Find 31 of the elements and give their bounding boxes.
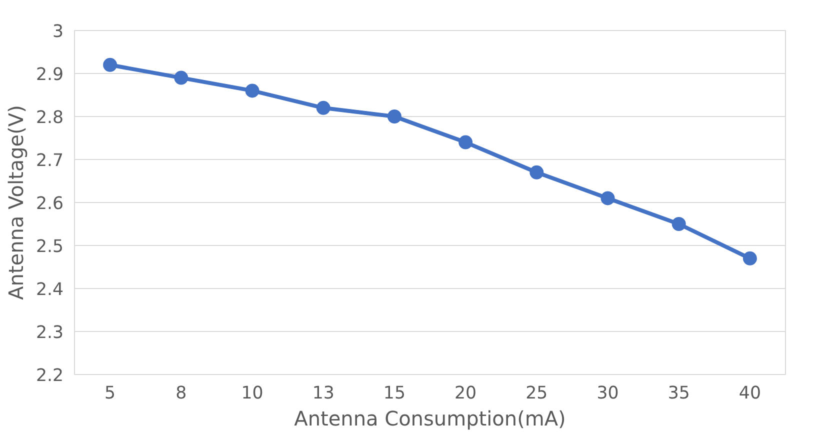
point <box>600 191 615 206</box>
x-tick-label: 5 <box>104 384 116 404</box>
x-tick-label: 10 <box>241 384 264 404</box>
point <box>103 58 118 72</box>
point <box>458 135 473 150</box>
point <box>316 100 330 115</box>
point <box>174 70 188 85</box>
x-axis-title: Antenna Consumption(mA) <box>294 406 566 430</box>
y-tick-label: 3 <box>52 22 64 42</box>
point <box>530 165 544 180</box>
y-tick-label: 2.7 <box>36 151 64 171</box>
x-tick-label: 40 <box>738 384 761 404</box>
point <box>387 110 402 124</box>
y-tick-label: 2.3 <box>36 323 64 343</box>
y-tick-label: 2.9 <box>36 65 64 85</box>
x-tick-label: 35 <box>668 384 690 404</box>
y-tick-label: 2.8 <box>36 108 64 128</box>
x-tick-label: 30 <box>596 384 619 404</box>
y-tick-label: 2.2 <box>36 366 64 386</box>
x-tick-label: 25 <box>526 384 548 404</box>
x-tick-label: 20 <box>454 384 477 404</box>
x-tick-label: 8 <box>176 384 187 404</box>
x-tick-label: 15 <box>383 384 406 404</box>
y-tick-label: 2.5 <box>36 237 64 257</box>
point <box>742 251 757 266</box>
point <box>672 217 686 231</box>
y-axis-title: Antenna Voltage(V) <box>4 105 28 300</box>
point <box>245 84 260 98</box>
y-tick-label: 2.4 <box>36 280 64 300</box>
x-tick-label: 13 <box>312 384 334 404</box>
y-tick-label: 2.6 <box>36 194 64 214</box>
